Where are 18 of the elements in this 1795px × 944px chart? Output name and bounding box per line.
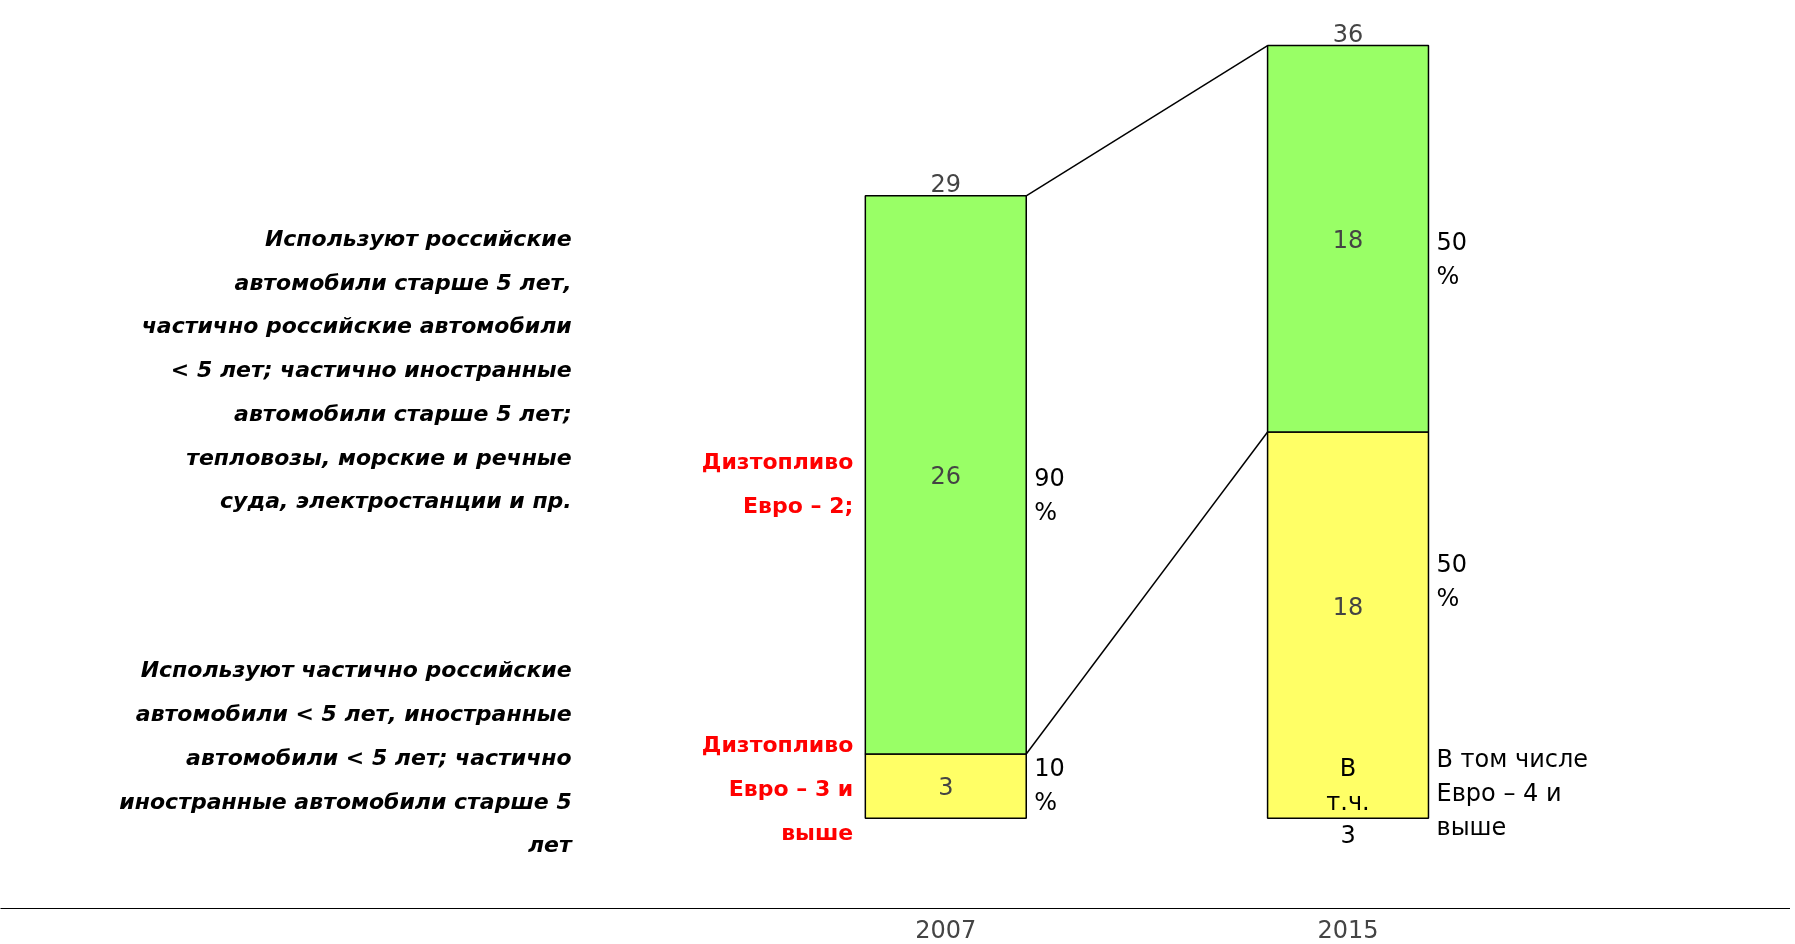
annotation: Дизтопливо Евро – 3 и выше [701, 732, 854, 845]
data-label: 18 [1332, 225, 1364, 254]
annotation: В т.ч. 3 [1326, 753, 1370, 850]
annotation: В том числе Евро – 4 и выше [1436, 745, 1589, 841]
data-label: 3 [938, 773, 954, 802]
annotation: 50 % [1436, 550, 1468, 612]
x-tick-label: 2015 [1317, 915, 1379, 944]
annotation: Дизтопливо Евро – 2; [701, 449, 854, 518]
annotation: 50 % [1436, 228, 1468, 290]
total-label: 36 [1332, 19, 1364, 48]
text: Используют российские автомобили старше 5 лет, частично российские автомобили < 5 лет; частично иностранные автомобили старше 5 лет; тепловозы, морские и речные суда, электростанции и пр. [141, 225, 572, 514]
data-label: 18 [1332, 592, 1364, 621]
data-label: 26 [930, 461, 962, 490]
annotation: 10 % [1034, 753, 1065, 816]
annotation: 90 % [1034, 464, 1065, 526]
x-tick-label: 2007 [915, 915, 977, 944]
total-label: 29 [930, 169, 962, 198]
text: Используют частично российские автомобили < 5 лет, иностранные автомобили < 5 лет; частично иностранные автомобили старше 5 лет [119, 657, 573, 858]
